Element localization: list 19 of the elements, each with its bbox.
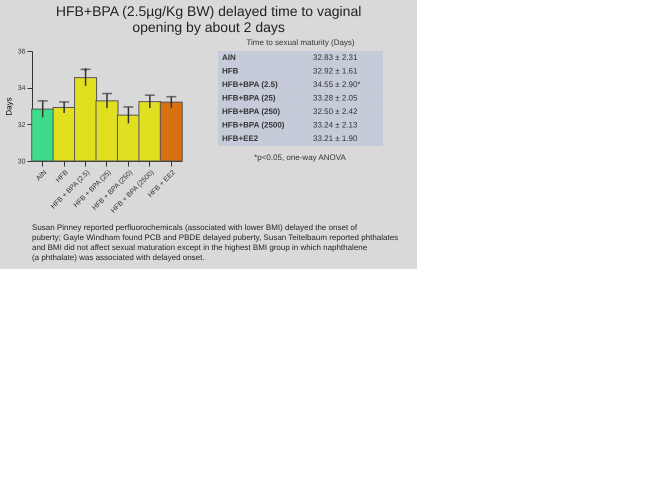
text: HFB+BPA (2.5) bbox=[222, 80, 278, 89]
text: AIN bbox=[222, 52, 236, 62]
text: Time to sexual maturity (Days) bbox=[246, 38, 355, 47]
text: *p<0.05, one-way ANOVA bbox=[254, 153, 347, 162]
text: Susan Pinney reported perfluorochemicals (associated with lower BMI) delayed the onset of puberty; Gayle Windham found PCB and PBDE delayed puberty, Susan Teitelbaum reported phthalates and BMI did not affect sexual maturation except in the highest BMI group in which naphthalene (a phthalate) was associated with delayed onset. bbox=[32, 223, 398, 262]
text: 32.50 ± 2.42 bbox=[313, 107, 358, 116]
text: HFB+BPA (2500) bbox=[222, 120, 285, 130]
text: HFB+BPA (25) bbox=[222, 94, 276, 102]
text: 32.92 ± 1.61 bbox=[313, 66, 358, 76]
chart-title: HFB+BPA (2.5µg/Kg BW) delayed time to vaginal opening by about 2 days bbox=[56, 3, 362, 35]
text: 32.83 ± 2.31 bbox=[313, 52, 358, 62]
text: 33.28 ± 2.05 bbox=[313, 94, 358, 102]
text: 33.21 ± 1.90 bbox=[313, 134, 358, 144]
text: HFB bbox=[222, 66, 239, 76]
text: HFB+BPA (250) bbox=[222, 107, 280, 116]
y-axis-title: Days bbox=[4, 97, 14, 116]
text: 34.55 ± 2.90* bbox=[313, 80, 361, 89]
text: HFB+EE2 bbox=[222, 134, 259, 144]
text: 33.24 ± 2.13 bbox=[313, 120, 358, 130]
